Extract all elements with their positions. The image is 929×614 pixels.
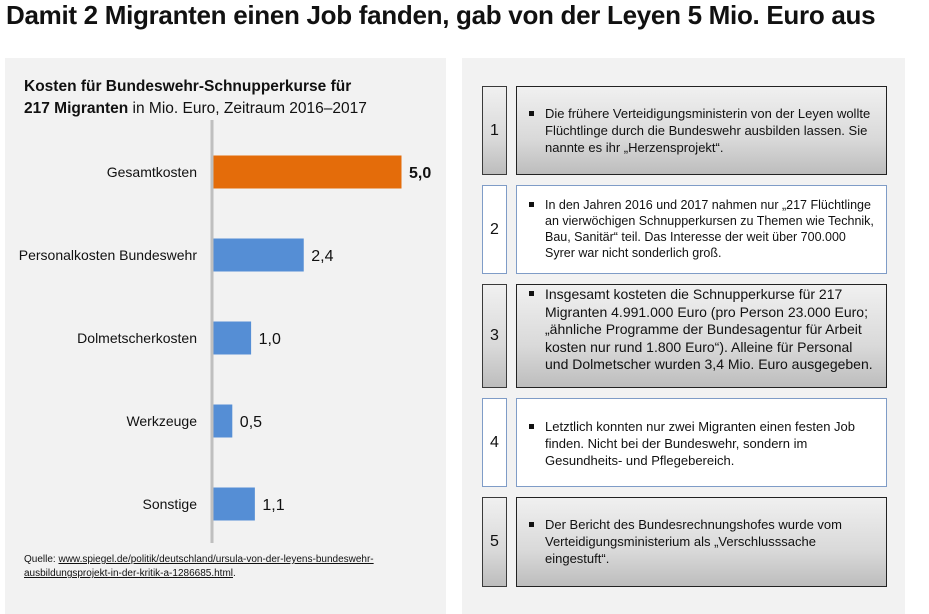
value-label: 1,1 [262,497,284,514]
source-link-2[interactable]: ausbildungsprojekt-in-der-kritik-a-12866… [24,568,233,579]
category-label: Dolmetscherkosten [77,330,197,346]
point-text-box: In den Jahren 2016 und 2017 nahmen nur „… [516,185,887,274]
point-number: 5 [482,497,507,587]
value-label: 5,0 [409,165,431,182]
source-note: Quelle: www.spiegel.de/politik/deutschla… [24,553,434,581]
point-text: Letztlich konnten nur zwei Migranten ein… [545,419,856,468]
bar-gesamtkosten [213,155,402,189]
point-text: In den Jahren 2016 und 2017 nahmen nur „… [545,198,874,260]
point-text: Die frühere Verteidigungsministerin von … [545,106,871,155]
category-label: Sonstige [143,496,198,512]
point-row-4: 4 Letztlich konnten nur zwei Migranten e… [482,398,887,487]
source-link-1[interactable]: www.spiegel.de/politik/deutschland/ursul… [58,554,374,565]
chart-title-rest: in Mio. Euro, Zeitraum 2016–2017 [128,100,367,117]
chart-title-bold: 217 Migranten [24,100,129,117]
bullet-icon [529,522,534,527]
chart-panel: Kosten für Bundeswehr-Schnupperkurse für… [5,58,446,614]
chart-title-line1: Kosten für Bundeswehr-Schnupperkurse für [24,78,352,95]
source-suffix: . [233,568,236,579]
value-label: 1,0 [259,331,281,348]
point-text-box: Die frühere Verteidigungsministerin von … [516,86,887,175]
point-number: 1 [482,86,507,175]
value-label: 2,4 [311,248,333,265]
bullet-icon [529,111,534,116]
category-label: Personalkosten Bundeswehr [19,247,198,263]
point-row-5: 5 Der Bericht des Bundesrechnungshofes w… [482,497,887,587]
bar-dolmetscherkosten [213,321,252,355]
points-panel: 1 Die frühere Verteidigungsministerin vo… [462,58,905,614]
bullet-icon [529,424,534,429]
point-text-box: Insgesamt kosteten die Schnupperkurse fü… [516,284,887,388]
point-row-3: 3 Insgesamt kosteten die Schnupperkurse … [482,284,887,388]
bullet-icon [529,291,534,296]
point-number: 4 [482,398,507,487]
point-text: Der Bericht des Bundesrechnungshofes wur… [545,517,842,566]
category-label: Gesamtkosten [107,164,197,180]
point-text-box: Letztlich konnten nur zwei Migranten ein… [516,398,887,487]
point-text: Insgesamt kosteten die Schnupperkurse fü… [545,286,873,372]
point-row-2: 2 In den Jahren 2016 und 2017 nahmen nur… [482,185,887,274]
point-number: 3 [482,284,507,388]
bullet-icon [529,202,534,207]
value-label: 0,5 [240,414,262,431]
point-number: 2 [482,185,507,274]
bar-personalkosten-bundeswehr [213,238,304,272]
bar-sonstige [213,487,255,521]
point-text-box: Der Bericht des Bundesrechnungshofes wur… [516,497,887,587]
category-label: Werkzeuge [126,413,197,429]
bar-werkzeuge [213,404,233,438]
page-title: Damit 2 Migranten einen Job fanden, gab … [6,0,876,30]
chart-title: Kosten für Bundeswehr-Schnupperkurse für… [24,76,367,120]
source-label: Quelle: [24,554,59,565]
bar-chart: Gesamtkosten 5,0 Personalkosten Bundeswehr… [19,120,431,543]
point-row-1: 1 Die frühere Verteidigungsministerin vo… [482,86,887,175]
